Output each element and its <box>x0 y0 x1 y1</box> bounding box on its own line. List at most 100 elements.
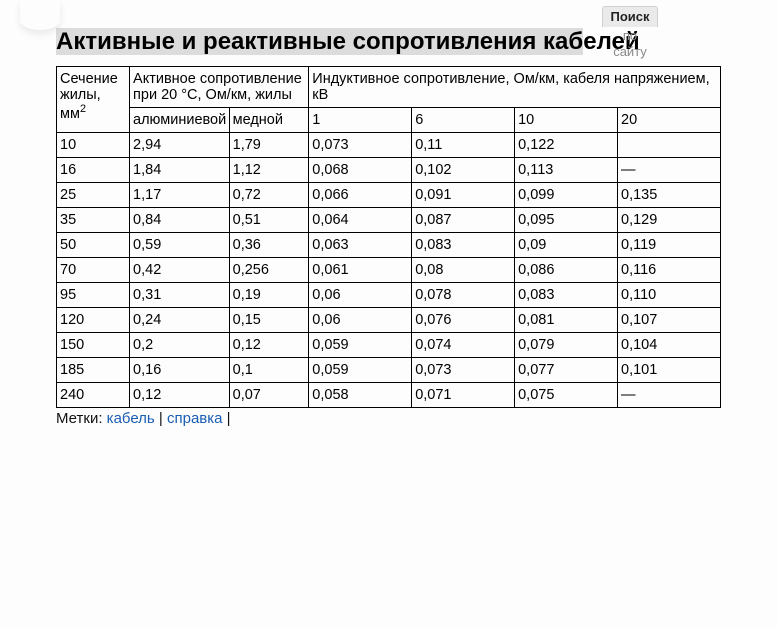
table-cell: 0,12 <box>229 333 309 358</box>
tag-sep-1: | <box>155 410 167 427</box>
table-cell: 10 <box>57 133 130 158</box>
table-cell: 0,129 <box>618 208 721 233</box>
page-title-highlighted: Активные и реактивные сопротивления каб <box>56 28 583 55</box>
table-cell: 0,2 <box>130 333 230 358</box>
table-cell: 185 <box>57 358 130 383</box>
table-cell: 50 <box>57 233 130 258</box>
table-cell: 0,076 <box>412 308 515 333</box>
table-cell: 0,12 <box>130 383 230 408</box>
table-cell: 0,075 <box>515 383 618 408</box>
table-cell: 0,06 <box>309 283 412 308</box>
main-content: Активные и реактивные сопротивления кабе… <box>0 0 777 439</box>
table-row: 102,941,790,0730,110,122 <box>57 133 721 158</box>
table-cell: 25 <box>57 183 130 208</box>
table-cell: 0,066 <box>309 183 412 208</box>
th-section: Сечение жилы, мм2 <box>57 67 130 133</box>
search-button[interactable]: Поиск <box>602 6 658 27</box>
search-subtext-1: по <box>623 28 637 43</box>
table-cell: 0,15 <box>229 308 309 333</box>
tag-link-cable[interactable]: кабель <box>107 410 155 427</box>
table-cell: 0,059 <box>309 358 412 383</box>
table-cell: 0,256 <box>229 258 309 283</box>
table-cell: 0,135 <box>618 183 721 208</box>
th-kv10: 10 <box>515 108 618 133</box>
tag-link-reference[interactable]: справка <box>167 410 223 427</box>
table-cell: 0,063 <box>309 233 412 258</box>
table-cell: 1,84 <box>130 158 230 183</box>
table-cell: 0,59 <box>130 233 230 258</box>
table-cell: 1,17 <box>130 183 230 208</box>
table-cell: 0,059 <box>309 333 412 358</box>
table-cell <box>618 133 721 158</box>
table-row: 161,841,120,0680,1020,113— <box>57 158 721 183</box>
table-cell: 0,31 <box>130 283 230 308</box>
table-body: 102,941,790,0730,110,122161,841,120,0680… <box>57 133 721 408</box>
table-cell: 0,119 <box>618 233 721 258</box>
th-copper: медной <box>229 108 309 133</box>
table-cell: 150 <box>57 333 130 358</box>
table-header-row-1: Сечение жилы, мм2 Активное сопротивление… <box>57 67 721 108</box>
table-cell: 0,078 <box>412 283 515 308</box>
th-section-sup: 2 <box>80 103 86 115</box>
table-cell: 2,94 <box>130 133 230 158</box>
table-cell: 0,095 <box>515 208 618 233</box>
table-cell: 95 <box>57 283 130 308</box>
table-cell: 240 <box>57 383 130 408</box>
th-kv6: 6 <box>412 108 515 133</box>
search-widget: Поиск по сайту <box>602 6 658 61</box>
table-cell: 0,091 <box>412 183 515 208</box>
table-cell: 0,116 <box>618 258 721 283</box>
table-cell: 0,083 <box>515 283 618 308</box>
table-row: 500,590,360,0630,0830,090,119 <box>57 233 721 258</box>
table-row: 251,170,720,0660,0910,0990,135 <box>57 183 721 208</box>
tags-footer: Метки: кабель | справка | <box>56 410 721 427</box>
table-cell: 0,11 <box>412 133 515 158</box>
table-cell: 0,09 <box>515 233 618 258</box>
search-subtext-2: сайту <box>613 44 647 59</box>
th-active: Активное сопротивление при 20 °С, Ом/км,… <box>130 67 309 108</box>
table-cell: 0,061 <box>309 258 412 283</box>
table-cell: — <box>618 158 721 183</box>
table-cell: 0,058 <box>309 383 412 408</box>
table-cell: 0,19 <box>229 283 309 308</box>
table-cell: 0,064 <box>309 208 412 233</box>
table-header-row-2: алюминиевой медной 1 6 10 20 <box>57 108 721 133</box>
table-row: 1200,240,150,060,0760,0810,107 <box>57 308 721 333</box>
table-cell: — <box>618 383 721 408</box>
table-cell: 0,107 <box>618 308 721 333</box>
table-cell: 35 <box>57 208 130 233</box>
table-cell: 0,073 <box>412 358 515 383</box>
table-cell: 0,074 <box>412 333 515 358</box>
tags-label: Метки: <box>56 410 103 427</box>
table-cell: 0,42 <box>130 258 230 283</box>
table-cell: 0,081 <box>515 308 618 333</box>
th-kv1: 1 <box>309 108 412 133</box>
table-cell: 0,36 <box>229 233 309 258</box>
table-cell: 0,113 <box>515 158 618 183</box>
table-cell: 0,086 <box>515 258 618 283</box>
top-shadow-decoration <box>20 0 60 30</box>
th-section-l1: Сечение <box>60 71 118 87</box>
table-cell: 16 <box>57 158 130 183</box>
table-cell: 0,122 <box>515 133 618 158</box>
table-cell: 1,79 <box>229 133 309 158</box>
table-cell: 0,1 <box>229 358 309 383</box>
table-cell: 0,083 <box>412 233 515 258</box>
table-cell: 120 <box>57 308 130 333</box>
th-aluminium: алюминиевой <box>130 108 230 133</box>
table-cell: 0,068 <box>309 158 412 183</box>
table-cell: 0,101 <box>618 358 721 383</box>
table-row: 1500,20,120,0590,0740,0790,104 <box>57 333 721 358</box>
table-row: 700,420,2560,0610,080,0860,116 <box>57 258 721 283</box>
table-cell: 0,087 <box>412 208 515 233</box>
table-cell: 0,104 <box>618 333 721 358</box>
table-row: 2400,120,070,0580,0710,075— <box>57 383 721 408</box>
table-cell: 0,07 <box>229 383 309 408</box>
table-cell: 0,079 <box>515 333 618 358</box>
search-subtext: по сайту <box>602 27 658 61</box>
th-section-l3: мм <box>60 106 80 122</box>
table-row: 350,840,510,0640,0870,0950,129 <box>57 208 721 233</box>
table-cell: 0,16 <box>130 358 230 383</box>
table-cell: 0,72 <box>229 183 309 208</box>
tag-sep-2: | <box>223 410 231 427</box>
